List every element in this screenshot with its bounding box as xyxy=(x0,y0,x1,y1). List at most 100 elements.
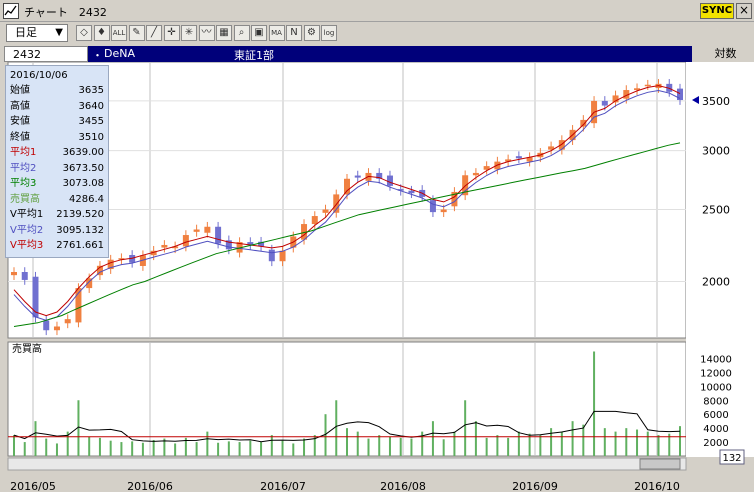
candle-body xyxy=(21,272,28,280)
search-tool-icon[interactable]: ⌕ xyxy=(233,25,250,41)
settings-tool-icon[interactable]: ⚙ xyxy=(303,25,320,41)
candle-tool-icon[interactable]: ◇ xyxy=(76,25,92,41)
candle-body xyxy=(161,244,168,248)
window-title: チャート 2432 xyxy=(24,6,107,19)
price-panel xyxy=(7,61,687,339)
candle-body xyxy=(268,249,275,262)
sync-button[interactable]: SYNC xyxy=(700,3,734,19)
candle-body xyxy=(172,246,179,249)
volume-tick-label: 6000 xyxy=(703,410,728,421)
candle-body xyxy=(580,119,587,127)
symbol-header: 2432 ・ DeNA 東証1部 xyxy=(4,46,692,62)
volume-tick-label: 4000 xyxy=(703,424,728,435)
candle-body xyxy=(354,175,361,178)
candle-body xyxy=(601,100,608,106)
info-row: 平均2 3673.50 xyxy=(10,161,106,176)
period-select[interactable]: 日足 ▼ xyxy=(6,24,68,42)
info-label: 売買高 xyxy=(10,193,40,205)
count-badge: 132 xyxy=(722,453,741,464)
info-row: 安値 3455 xyxy=(10,114,106,129)
info-value: 2761.661 xyxy=(56,240,104,251)
candle-body xyxy=(386,175,393,186)
horizontal-scrollbar[interactable] xyxy=(7,457,687,471)
candle-body xyxy=(129,254,136,263)
info-value: 3640 xyxy=(78,100,104,112)
candle-body xyxy=(64,319,71,324)
candle-body xyxy=(118,258,125,260)
candle-body xyxy=(376,172,383,179)
trend-tool-icon[interactable]: N xyxy=(286,25,302,41)
line-tool-icon[interactable]: ╱ xyxy=(146,25,162,41)
candle-body xyxy=(32,276,39,318)
scrollbar-thumb[interactable] xyxy=(639,458,681,470)
ohlc-info-panel: 2016/10/06 始値 3635 高値 3640 安値 3455 終値 3510 平均1 36… xyxy=(5,65,109,258)
info-row: 始値 3635 xyxy=(10,83,106,98)
info-value: 3673.50 xyxy=(62,162,104,174)
count-badge-box xyxy=(719,449,745,465)
bar-tool-icon[interactable]: ♦ xyxy=(93,25,110,41)
candle-body xyxy=(333,194,340,213)
info-label: 平均3 xyxy=(10,178,37,189)
candle-body xyxy=(440,209,447,213)
ma-long-line xyxy=(13,142,681,327)
chart-area[interactable]: 2016/05 2016/06 2016/07 2016/08 2016/09 2016/… xyxy=(0,61,754,492)
info-label: V平均1 xyxy=(10,209,44,220)
info-row: 平均1 3639.00 xyxy=(10,145,106,160)
candle-body xyxy=(462,175,469,196)
symbol-code-field[interactable]: 2432 xyxy=(4,46,88,62)
price-tick-label: 2500 xyxy=(702,204,730,217)
close-button[interactable]: × xyxy=(736,3,752,19)
info-row: 高値 3640 xyxy=(10,99,106,114)
x-tick-label: 2016/10 xyxy=(634,480,680,492)
volume-avg-line xyxy=(13,410,681,443)
log-tool-icon[interactable]: log xyxy=(321,25,337,41)
market-name: 東証1部 xyxy=(234,49,274,62)
period-value: 日足 xyxy=(15,26,37,39)
candle-body xyxy=(483,166,490,170)
candle-body xyxy=(634,88,641,91)
candle-body xyxy=(526,157,533,162)
candle-body xyxy=(612,95,619,103)
x-tick-label: 2016/05 xyxy=(10,480,56,492)
info-label: V平均2 xyxy=(10,224,44,236)
wave-tool-icon[interactable]: 〰 xyxy=(198,25,215,41)
info-value: 2139.520 xyxy=(56,209,104,220)
info-date: 2016/10/06 xyxy=(10,70,68,81)
x-tick-label: 2016/09 xyxy=(512,480,558,492)
price-tick-label: 2000 xyxy=(702,276,730,289)
log-scale-toggle[interactable]: 対数 xyxy=(714,47,737,60)
candle-body xyxy=(408,190,415,194)
all-tool-icon[interactable]: ALL xyxy=(111,25,127,41)
info-row: 売買高 4286.4 xyxy=(10,192,106,207)
chevron-down-icon: ▼ xyxy=(55,27,63,38)
price-volume-chart[interactable]: 2016/05 2016/06 2016/07 2016/08 2016/09 2016/… xyxy=(0,61,754,492)
volume-tick-label: 12000 xyxy=(700,368,732,379)
info-label: 終値 xyxy=(10,131,30,143)
current-price-marker xyxy=(692,96,699,105)
info-row: 平均3 3073.08 xyxy=(10,176,106,191)
star-tool-icon[interactable]: ✳ xyxy=(181,25,197,41)
ma-tool-icon[interactable]: MA xyxy=(268,25,285,41)
candle-body xyxy=(43,320,50,331)
grid-tool-icon[interactable]: ▦ xyxy=(216,25,232,41)
candle-body xyxy=(344,178,350,195)
x-tick-label: 2016/08 xyxy=(380,480,426,492)
candle-body xyxy=(429,200,436,213)
draw-tool-icon[interactable]: ✎ xyxy=(128,25,145,41)
info-value: 3635 xyxy=(78,85,104,96)
info-label: V平均3 xyxy=(10,240,44,251)
candle-body xyxy=(86,278,93,289)
info-value: 3073.08 xyxy=(62,178,104,189)
info-row: V平均1 2139.520 xyxy=(10,207,106,222)
cross-tool-icon[interactable]: ✛ xyxy=(163,25,180,41)
candle-body xyxy=(53,326,60,331)
chart-app-icon xyxy=(3,3,19,19)
candle-body xyxy=(548,146,555,150)
candle-body xyxy=(515,156,522,159)
candle-body xyxy=(215,226,222,244)
info-value: 3510 xyxy=(78,131,104,143)
x-tick-label: 2016/07 xyxy=(260,480,306,492)
box-tool-icon[interactable]: ▣ xyxy=(251,25,267,41)
volume-tick-label: 2000 xyxy=(703,438,728,449)
candle-body xyxy=(644,84,651,87)
